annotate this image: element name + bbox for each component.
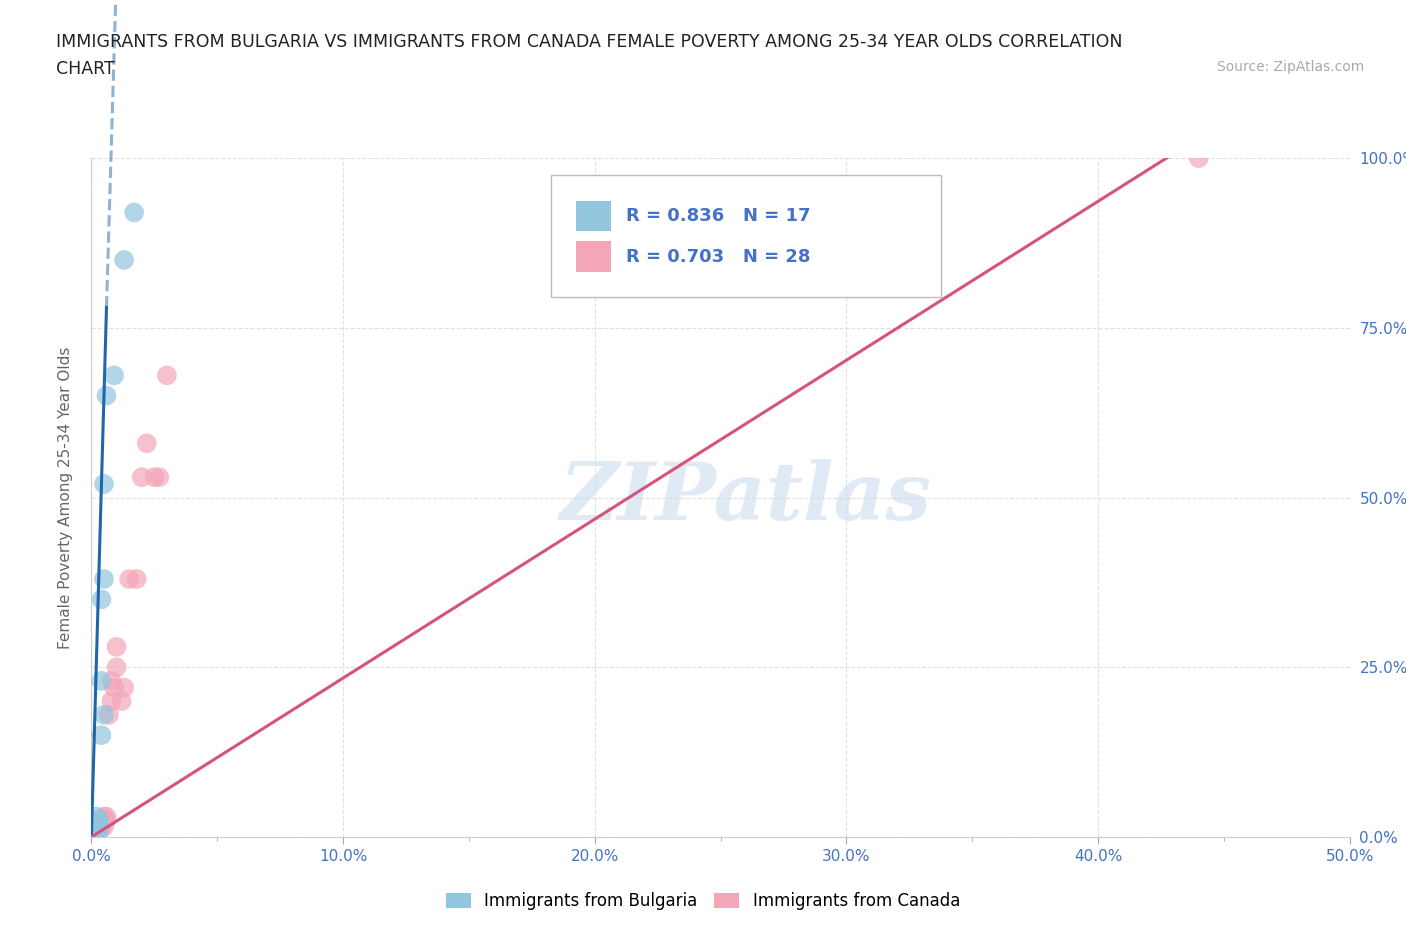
Point — [90, 813, 112, 828]
Point — [100, 673, 122, 688]
Point — [148, 470, 170, 485]
Point — [87, 819, 110, 834]
FancyBboxPatch shape — [551, 175, 941, 298]
Point — [156, 368, 179, 383]
Point — [1188, 151, 1211, 166]
Point — [93, 572, 115, 587]
Text: CHART: CHART — [56, 60, 115, 78]
Point — [90, 673, 112, 688]
Text: Source: ZipAtlas.com: Source: ZipAtlas.com — [1216, 60, 1364, 74]
Text: R = 0.703   N = 28: R = 0.703 N = 28 — [626, 247, 811, 266]
Point — [131, 470, 153, 485]
Point — [112, 253, 135, 268]
Point — [96, 813, 118, 828]
Point — [100, 694, 122, 709]
Point — [86, 823, 108, 838]
Point — [98, 708, 121, 723]
Point — [125, 572, 148, 587]
Y-axis label: Female Poverty Among 25-34 Year Olds: Female Poverty Among 25-34 Year Olds — [58, 346, 73, 649]
Point — [118, 572, 141, 587]
Point — [87, 824, 110, 839]
Point — [135, 436, 157, 451]
Legend: Immigrants from Bulgaria, Immigrants from Canada: Immigrants from Bulgaria, Immigrants fro… — [439, 885, 967, 917]
Point — [87, 819, 110, 834]
Point — [86, 809, 108, 824]
Point — [86, 816, 108, 830]
Point — [93, 708, 115, 723]
Bar — [576, 241, 612, 272]
Point — [103, 680, 125, 695]
Point — [122, 205, 145, 219]
Point — [96, 809, 118, 824]
Point — [87, 816, 110, 830]
Text: IMMIGRANTS FROM BULGARIA VS IMMIGRANTS FROM CANADA FEMALE POVERTY AMONG 25-34 YE: IMMIGRANTS FROM BULGARIA VS IMMIGRANTS F… — [56, 33, 1123, 50]
Point — [87, 813, 110, 828]
Point — [93, 476, 115, 491]
Point — [96, 389, 118, 404]
Point — [87, 816, 110, 830]
Point — [103, 368, 125, 383]
Point — [143, 470, 166, 485]
Text: ZIPatlas: ZIPatlas — [560, 458, 932, 537]
Point — [110, 694, 132, 709]
Point — [105, 640, 128, 655]
Point — [93, 819, 115, 834]
Point — [112, 680, 135, 695]
Bar — [576, 201, 612, 231]
Point — [93, 809, 115, 824]
Point — [93, 813, 115, 828]
Text: R = 0.836   N = 17: R = 0.836 N = 17 — [626, 206, 811, 225]
Point — [90, 819, 112, 834]
Point — [87, 813, 110, 828]
Point — [105, 660, 128, 675]
Point — [90, 592, 112, 607]
Point — [90, 727, 112, 742]
Point — [90, 816, 112, 830]
Point — [87, 819, 110, 834]
